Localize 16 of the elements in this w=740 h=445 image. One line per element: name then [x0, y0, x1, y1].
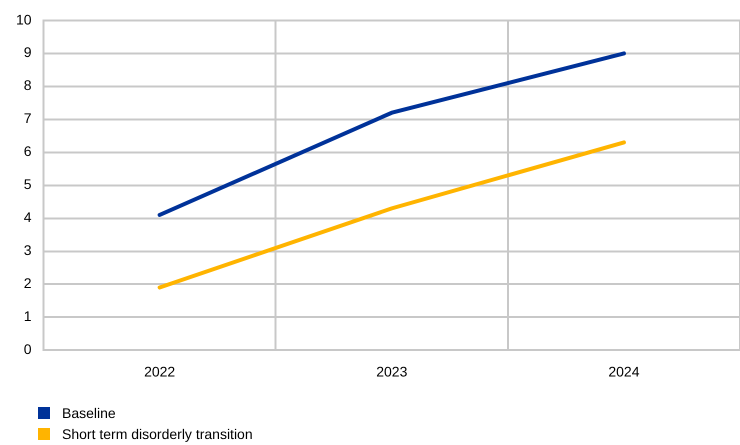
y-tick-label: 10: [16, 11, 32, 28]
y-tick-label: 8: [24, 77, 32, 94]
x-tick-label: 2023: [376, 363, 408, 380]
y-tick-label: 6: [24, 143, 32, 160]
y-tick-label: 2: [24, 275, 32, 292]
legend-label: Baseline: [62, 404, 116, 420]
y-tick-label: 5: [24, 176, 32, 192]
y-tick-label: 0: [24, 341, 32, 358]
x-tick-label: 2024: [608, 363, 640, 380]
y-tick-label: 1: [24, 308, 32, 324]
legend-label: Short term disorderly transition: [62, 426, 253, 442]
y-tick-label: 9: [24, 44, 32, 60]
y-tick-label: 3: [24, 242, 32, 258]
y-tick-label: 4: [24, 209, 32, 226]
y-tick-label: 7: [24, 110, 32, 126]
x-tick-label: 2022: [144, 363, 176, 380]
